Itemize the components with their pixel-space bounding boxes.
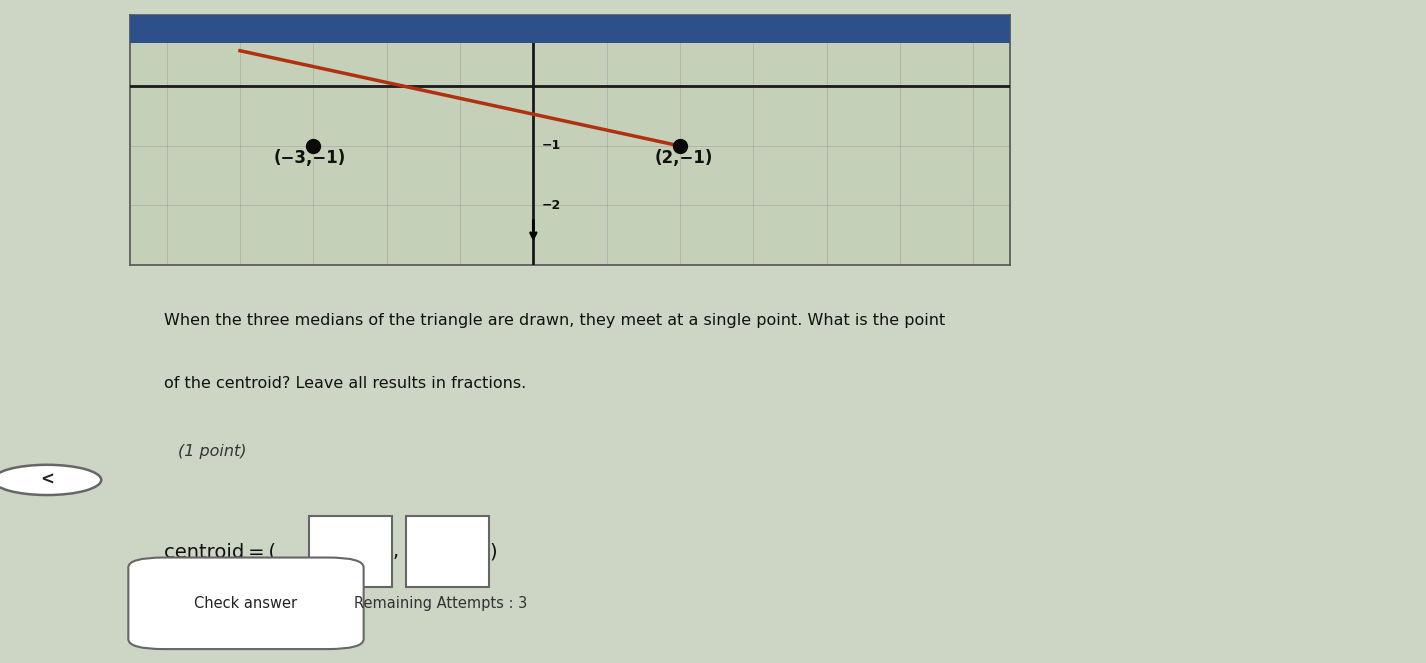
- FancyBboxPatch shape: [406, 516, 489, 587]
- Text: (−3,−1): (−3,−1): [274, 149, 345, 166]
- Text: (1 point): (1 point): [178, 444, 247, 459]
- Text: −2: −2: [542, 199, 562, 212]
- FancyBboxPatch shape: [309, 516, 392, 587]
- Text: centroid = (: centroid = (: [164, 542, 277, 561]
- Text: (2,−1): (2,−1): [655, 149, 713, 166]
- Text: −1: −1: [542, 139, 562, 152]
- Text: ): ): [489, 542, 496, 561]
- Text: Check answer: Check answer: [194, 596, 298, 611]
- Text: Remaining Attempts : 3: Remaining Attempts : 3: [354, 596, 526, 611]
- Text: of the centroid? Leave all results in fractions.: of the centroid? Leave all results in fr…: [164, 377, 526, 391]
- Text: When the three medians of the triangle are drawn, they meet at a single point. W: When the three medians of the triangle a…: [164, 313, 945, 328]
- Circle shape: [0, 465, 101, 495]
- Text: <: <: [40, 471, 54, 489]
- FancyBboxPatch shape: [128, 558, 364, 649]
- Text: ,: ,: [392, 542, 398, 561]
